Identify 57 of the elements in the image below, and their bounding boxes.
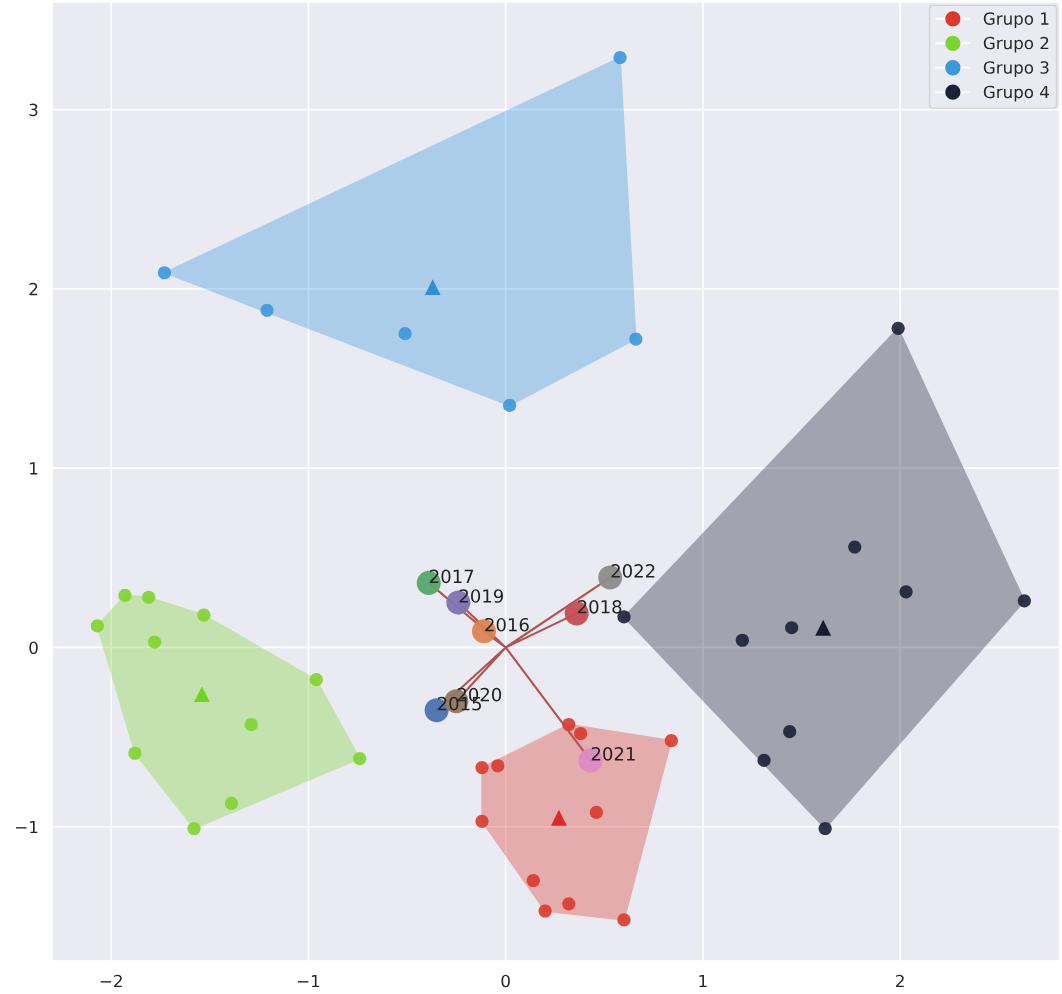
point [783, 725, 797, 739]
point [475, 814, 489, 828]
x-tick-label: −1 [297, 974, 320, 988]
point [260, 303, 274, 317]
point [128, 746, 142, 760]
point [475, 760, 489, 775]
point [629, 332, 643, 346]
point [562, 897, 576, 911]
y-tick-label: 2 [29, 282, 38, 296]
x-tick-label: 1 [699, 974, 707, 988]
point [848, 540, 862, 554]
point [538, 904, 552, 918]
y-tick-label: 1 [30, 462, 38, 475]
y-tick-label: 3 [29, 103, 38, 117]
point [891, 321, 905, 335]
annotation: 2022 [611, 564, 655, 578]
point [503, 398, 517, 412]
point [899, 585, 913, 599]
point [664, 734, 678, 748]
point [187, 821, 201, 836]
point [244, 717, 258, 732]
legend-label: Grupo 1 [983, 12, 1049, 29]
point [398, 327, 412, 341]
point [148, 635, 162, 649]
point [309, 673, 323, 687]
point [142, 590, 156, 604]
point [526, 873, 540, 888]
y-tick-label: 0 [29, 641, 38, 655]
point [424, 279, 441, 295]
point [157, 266, 172, 280]
point [491, 759, 505, 773]
x-tick-label: 0 [501, 974, 510, 988]
point [224, 796, 239, 811]
legend-label: Grupo 3 [983, 61, 1049, 78]
point [118, 588, 132, 603]
point [589, 805, 603, 819]
point [551, 809, 567, 826]
point [735, 633, 749, 647]
point [197, 608, 211, 622]
annotation: 2019 [459, 589, 504, 603]
point [818, 821, 832, 836]
point [617, 913, 631, 927]
annotation: 2021 [591, 746, 635, 761]
x-tick-label: −2 [100, 974, 122, 988]
point [815, 619, 832, 636]
point [194, 686, 210, 702]
point [574, 726, 588, 741]
y-tick-label: −1 [16, 820, 38, 834]
legend-label: Grupo 4 [983, 85, 1049, 102]
point [757, 753, 771, 767]
point [1017, 594, 1031, 608]
point [785, 621, 799, 635]
point [353, 752, 367, 766]
point [613, 50, 627, 65]
x-tick-label: 2 [896, 974, 904, 988]
point [90, 619, 104, 633]
legend-label: Grupo 2 [983, 36, 1049, 53]
